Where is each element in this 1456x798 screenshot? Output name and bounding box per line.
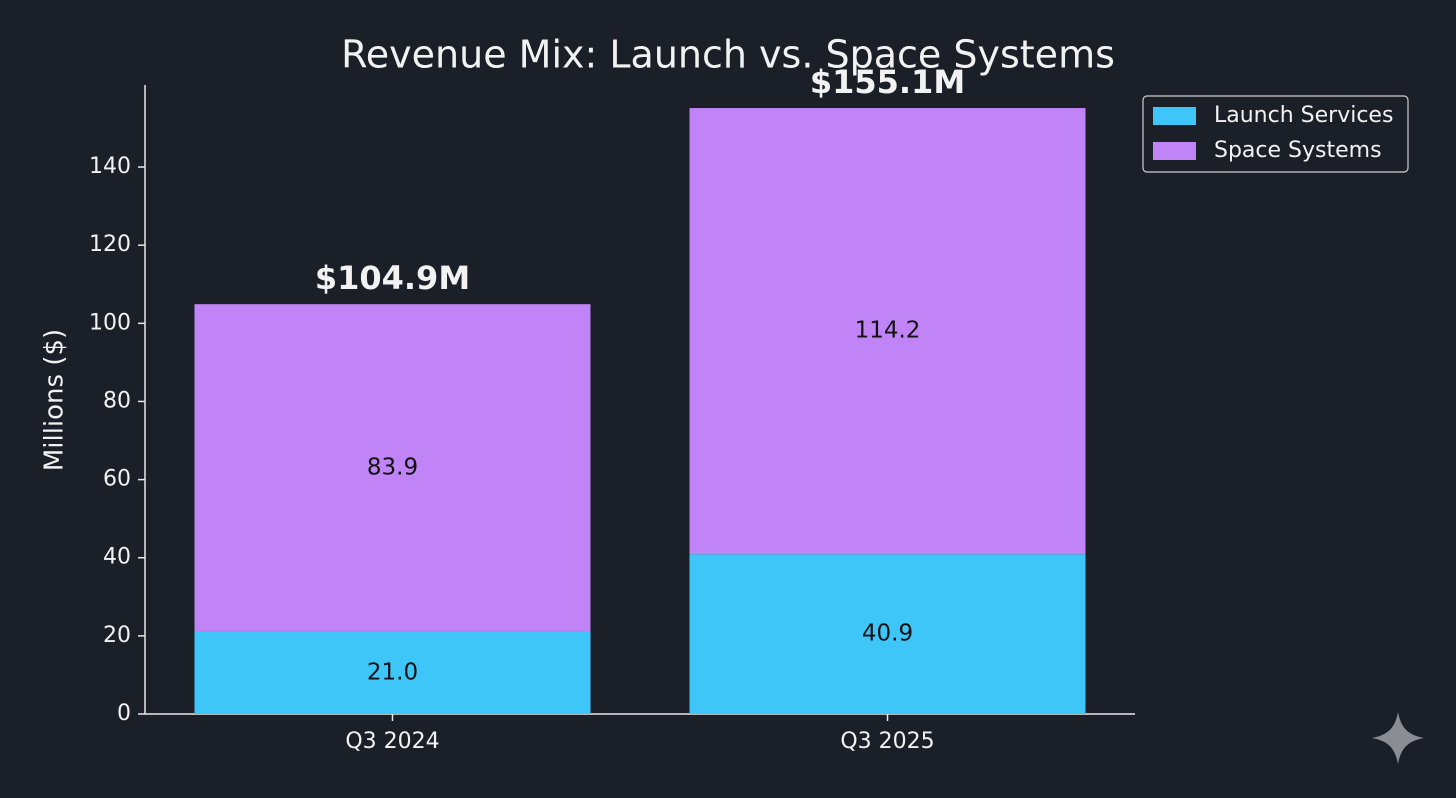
value-label: 40.9 (862, 621, 913, 647)
y-tick-label: 0 (117, 701, 131, 726)
y-tick-label: 60 (103, 467, 131, 492)
legend-box (1142, 95, 1409, 173)
y-tick-label: 140 (89, 154, 131, 179)
y-tick-label: 40 (103, 545, 131, 570)
y-tick-label: 20 (103, 623, 131, 648)
total-label: $104.9M (315, 259, 470, 297)
legend-label: Space Systems (1214, 138, 1382, 163)
legend-swatch (1153, 142, 1196, 160)
value-label: 21.0 (367, 659, 418, 685)
total-label: $155.1M (810, 63, 965, 101)
x-tick-label: Q3 2025 (840, 729, 934, 754)
legend-swatch (1153, 107, 1196, 125)
bar-segment (194, 631, 591, 714)
sparkle-icon (1372, 712, 1424, 764)
value-label: 83.9 (367, 455, 418, 481)
x-tick-label: Q3 2024 (345, 729, 439, 754)
bar-segment (689, 554, 1086, 714)
bar-segment (689, 108, 1086, 555)
legend-label: Launch Services (1214, 103, 1393, 128)
y-tick-label: 120 (89, 232, 131, 257)
y-axis-label: Millions ($) (40, 329, 70, 471)
y-tick-label: 100 (89, 310, 131, 335)
y-tick-label: 80 (103, 388, 131, 413)
bar-segment (194, 304, 591, 632)
chart-title: Revenue Mix: Launch vs. Space Systems (341, 33, 1115, 77)
value-label: 114.2 (855, 318, 921, 344)
